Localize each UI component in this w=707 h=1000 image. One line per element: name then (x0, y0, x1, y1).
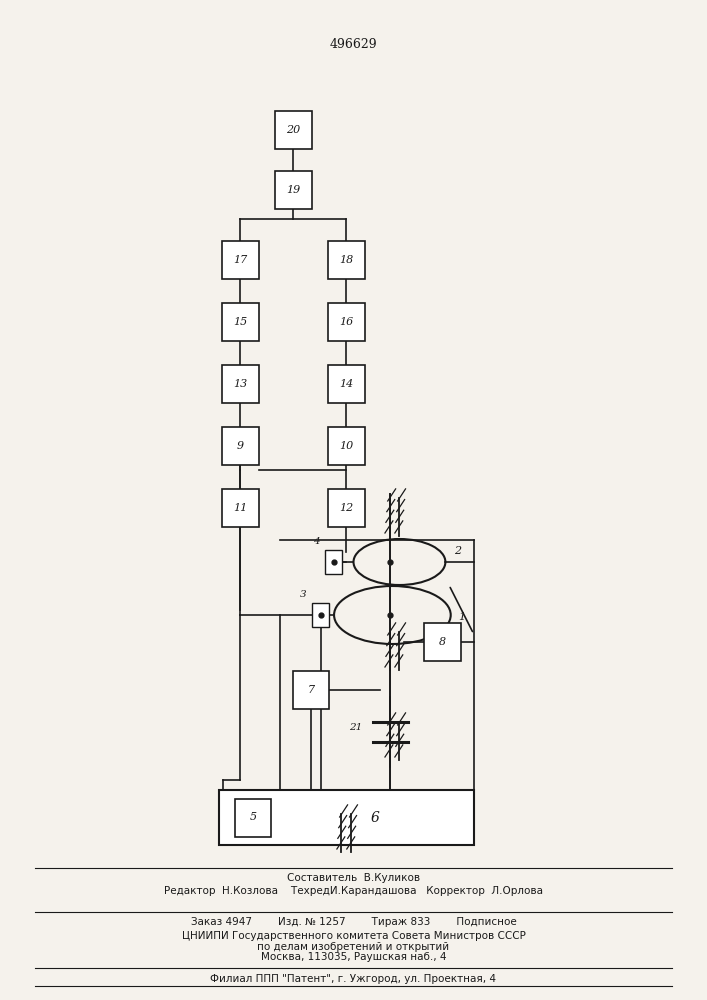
Text: 16: 16 (339, 317, 354, 327)
Text: 11: 11 (233, 503, 247, 513)
Bar (328, 489, 365, 527)
Text: 15: 15 (233, 317, 247, 327)
Text: Редактор  Н.Козлова    ТехредИ.Карандашова   Корректор  Л.Орлова: Редактор Н.Козлова ТехредИ.Карандашова К… (164, 886, 543, 896)
Text: 14: 14 (339, 379, 354, 389)
Text: 5: 5 (250, 812, 257, 822)
Text: 9: 9 (237, 441, 244, 451)
Bar (222, 427, 259, 465)
Text: 8: 8 (439, 637, 446, 647)
Text: Заказ 4947        Изд. № 1257        Тираж 833        Подписное: Заказ 4947 Изд. № 1257 Тираж 833 Подписн… (191, 917, 516, 927)
Bar (325, 550, 342, 574)
Bar (219, 790, 474, 845)
Bar (222, 489, 259, 527)
Bar (275, 171, 312, 209)
Text: ЦНИИПИ Государственного комитета Совета Министров СССР: ЦНИИПИ Государственного комитета Совета … (182, 931, 525, 941)
Bar (222, 303, 259, 341)
Bar (424, 623, 461, 661)
Text: 4: 4 (313, 537, 320, 546)
Text: 2: 2 (454, 546, 461, 556)
Text: 13: 13 (233, 379, 247, 389)
Text: по делам изобретений и открытий: по делам изобретений и открытий (257, 942, 450, 952)
Bar (222, 365, 259, 403)
Bar (275, 111, 312, 149)
Text: 20: 20 (286, 125, 300, 135)
Text: 6: 6 (370, 810, 379, 824)
Text: Составитель  В.Куликов: Составитель В.Куликов (287, 873, 420, 883)
Bar (328, 303, 365, 341)
Bar (222, 241, 259, 279)
Bar (312, 603, 329, 627)
Bar (328, 427, 365, 465)
Text: 21: 21 (349, 722, 362, 732)
Text: 3: 3 (300, 590, 307, 599)
Text: Москва, 113035, Раушская наб., 4: Москва, 113035, Раушская наб., 4 (261, 952, 446, 962)
Bar (328, 241, 365, 279)
Bar (235, 798, 271, 836)
Text: 17: 17 (233, 255, 247, 265)
Text: 19: 19 (286, 185, 300, 195)
Bar (328, 365, 365, 403)
Text: 7: 7 (308, 685, 315, 695)
Text: Филиал ППП "Патент", г. Ужгород, ул. Проектная, 4: Филиал ППП "Патент", г. Ужгород, ул. Про… (211, 974, 496, 984)
Text: 18: 18 (339, 255, 354, 265)
Text: 1: 1 (458, 612, 465, 622)
Bar (293, 671, 329, 709)
Text: 496629: 496629 (329, 38, 378, 51)
Text: 10: 10 (339, 441, 354, 451)
Text: 12: 12 (339, 503, 354, 513)
